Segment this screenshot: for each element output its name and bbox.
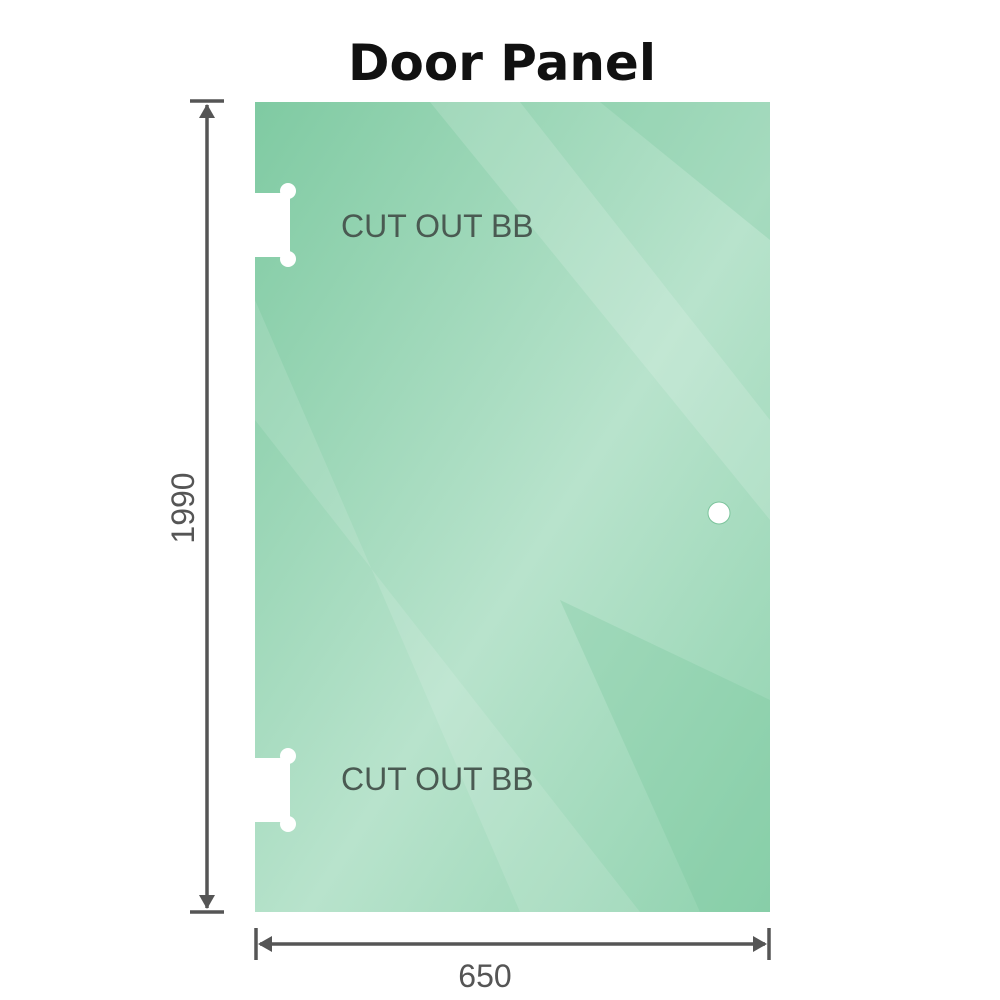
width-label: 650 [458, 958, 511, 994]
height-dimension-line [190, 99, 224, 914]
height-label: 1990 [165, 472, 201, 543]
handle-hole [707, 501, 731, 525]
cutout-bottom [250, 748, 296, 832]
cutout-label-top: CUT OUT BB [341, 208, 534, 244]
cutout-label-bottom: CUT OUT BB [341, 761, 534, 797]
glass-panel [255, 102, 770, 912]
cutout-top [250, 183, 296, 267]
diagram-title: Door Panel [348, 34, 656, 92]
width-dimension-line [254, 928, 771, 960]
